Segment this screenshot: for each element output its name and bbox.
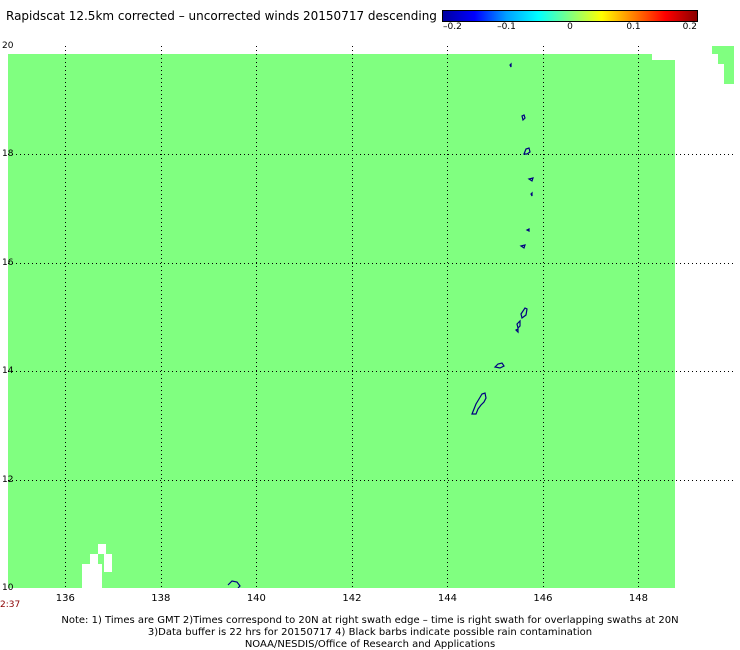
lon-tick-label: 136 (55, 593, 75, 604)
island-aguijan (514, 328, 519, 334)
no-data-gap (104, 554, 112, 572)
lon-tick-label: 142 (342, 593, 362, 604)
island-ngulu (227, 580, 241, 588)
no-data-gap (98, 544, 106, 554)
lon-tick-label: 140 (246, 593, 266, 604)
lat-tick-label: 20 (2, 41, 14, 51)
island-sarigan (525, 228, 530, 232)
island-asuncion (509, 62, 512, 68)
colorbar-label: –0.2 (443, 22, 462, 32)
colorbar-label: –0.1 (497, 22, 516, 32)
island-guguan (530, 191, 533, 197)
map-title: Rapidscat 12.5km corrected – uncorrected… (6, 9, 437, 23)
colorbar-label: 0.2 (682, 22, 697, 32)
island-guam (471, 392, 487, 415)
colorbar (442, 10, 698, 22)
wind-data-cell (712, 46, 734, 54)
island-alamagan (527, 177, 534, 182)
graticule (8, 46, 734, 588)
note-line-3: NOAA/NESDIS/Office of Research and Appli… (244, 639, 496, 650)
lat-tick-label: 14 (2, 366, 14, 377)
wind-data-cell (724, 64, 734, 84)
wind-difference-layer (8, 46, 734, 588)
colorbar-label: 0 (567, 22, 573, 32)
lon-tick-label: 148 (628, 593, 649, 604)
lat-tick-label: 12 (2, 474, 14, 485)
note-line-1: Note: 1) Times are GMT 2)Times correspon… (61, 615, 679, 626)
lat-tick-label: 18 (2, 149, 14, 160)
colorbar-label: 0.1 (626, 22, 641, 32)
wind-data-cell (150, 60, 675, 588)
no-data-gap (90, 554, 98, 568)
lat-tick-label: 10 (2, 583, 14, 593)
island-tinian (516, 319, 521, 330)
island-saipan (520, 307, 528, 320)
coastlines (227, 62, 534, 588)
lon-tick-label: 144 (437, 593, 457, 604)
note-line-2: 3)Data buffer is 22 hrs for 20150717 4) … (147, 627, 593, 638)
map-plot (8, 46, 734, 588)
island-pagan (523, 147, 531, 155)
lon-tick-label: 138 (151, 593, 171, 604)
island-anatahan (519, 244, 526, 249)
lat-tick-label: 16 (2, 257, 14, 268)
no-data-gap (82, 564, 102, 588)
wind-data-cell (718, 54, 734, 64)
lon-tick-label: 146 (533, 593, 553, 604)
island-rota (493, 362, 505, 369)
island-agrihan (521, 114, 526, 122)
wind-data-cell (108, 574, 116, 588)
time-label: 2:37 (0, 600, 21, 610)
